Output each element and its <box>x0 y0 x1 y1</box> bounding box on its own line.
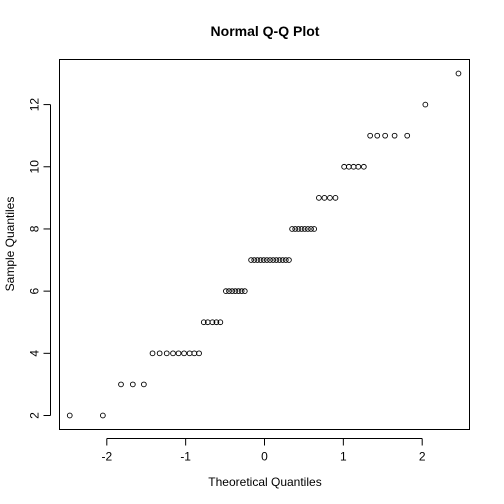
data-point <box>118 381 124 388</box>
data-point <box>209 319 216 326</box>
data-point <box>282 257 289 263</box>
y-tick-label: 6 <box>28 287 42 294</box>
data-point <box>374 132 381 139</box>
data-point <box>455 70 462 77</box>
data-point <box>238 288 245 294</box>
data-point <box>316 195 322 201</box>
chart-title: Normal Q-Q Plot <box>211 23 320 39</box>
x-tick-label: 1 <box>340 450 347 464</box>
data-point <box>267 257 273 263</box>
y-axis: 2 4 6 8 10 12 <box>28 98 51 419</box>
data-point <box>332 195 339 201</box>
data-point <box>226 288 232 294</box>
data-point <box>181 350 187 357</box>
data-point <box>298 226 305 232</box>
data-point <box>367 132 374 139</box>
data-point <box>341 163 347 170</box>
data-point <box>213 319 220 326</box>
data-point <box>404 132 411 139</box>
x-tick-label: 0 <box>261 450 268 464</box>
y-tick-label: 8 <box>28 225 42 232</box>
data-point <box>286 257 292 263</box>
data-point <box>149 350 156 357</box>
data-point <box>311 226 318 232</box>
data-point <box>229 288 236 294</box>
data-point <box>100 412 106 419</box>
data-point <box>264 257 270 263</box>
data-point <box>248 257 254 263</box>
data-point <box>391 132 398 139</box>
data-point <box>422 101 429 108</box>
data-point <box>156 350 163 357</box>
data-point <box>355 163 362 170</box>
data-point <box>260 257 267 263</box>
data-point <box>360 163 367 170</box>
y-tick-label: 4 <box>28 350 42 357</box>
x-tick-label: 2 <box>419 450 426 464</box>
data-point <box>292 226 299 232</box>
data-point <box>301 226 308 232</box>
data-point <box>235 288 242 294</box>
data-point <box>321 195 328 201</box>
data-point <box>276 257 283 263</box>
plot-frame <box>59 59 470 430</box>
data-point <box>279 257 286 263</box>
data-point <box>191 350 198 357</box>
data-point <box>254 257 261 263</box>
data-point <box>257 257 264 263</box>
data-point <box>289 226 295 232</box>
data-point <box>270 257 277 263</box>
data-point <box>295 226 302 232</box>
data-point <box>346 163 352 170</box>
data-point <box>327 195 333 201</box>
data-point <box>382 132 388 139</box>
data-point <box>129 381 136 388</box>
data-point <box>232 288 239 294</box>
data-point <box>170 350 176 357</box>
y-tick-label: 2 <box>28 412 42 419</box>
data-point <box>175 350 182 357</box>
data-point <box>308 226 314 232</box>
data-point <box>305 226 311 232</box>
data-point <box>241 288 248 294</box>
data-point <box>217 319 224 326</box>
x-axis: -2 -1 0 1 2 <box>101 438 426 464</box>
data-point <box>200 319 207 326</box>
x-axis-title: Theoretical Quantiles <box>208 475 321 489</box>
data-point <box>273 257 280 263</box>
data-point <box>350 163 357 170</box>
x-tick-label: -1 <box>180 450 191 464</box>
data-point <box>163 350 170 357</box>
y-tick-label: 12 <box>28 98 42 112</box>
y-tick-label: 10 <box>28 160 42 174</box>
data-point <box>66 412 73 419</box>
data-point <box>223 288 229 294</box>
data-point <box>186 350 193 357</box>
y-axis-title: Sample Quantiles <box>3 197 17 292</box>
x-tick-label: -2 <box>101 450 112 464</box>
data-point <box>196 350 202 357</box>
data-point <box>251 257 258 263</box>
data-point <box>141 381 147 388</box>
data-points <box>66 70 462 419</box>
